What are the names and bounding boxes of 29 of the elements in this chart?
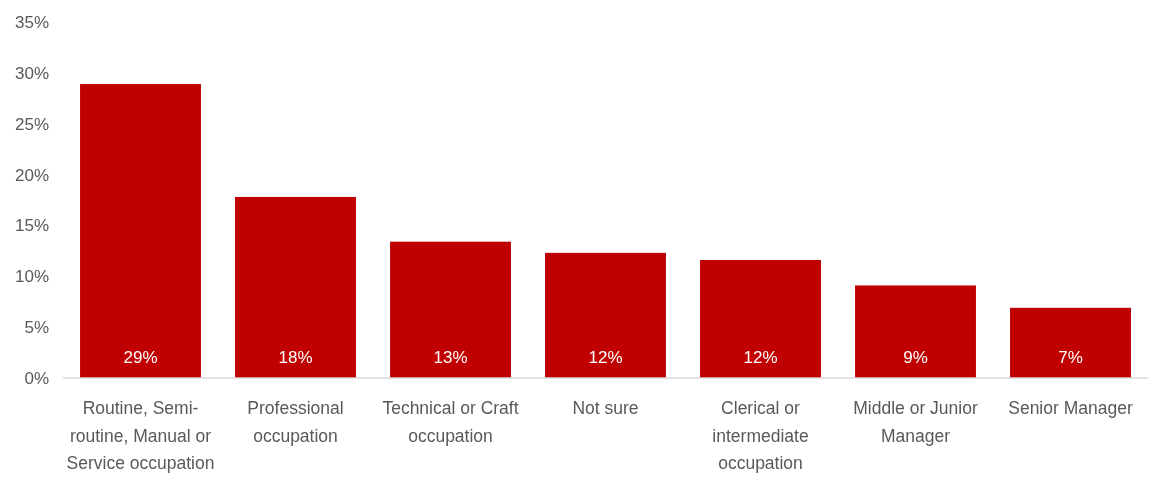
data-label: 7% (1058, 348, 1083, 367)
data-label: 9% (903, 348, 928, 367)
x-tick-label: Routine, Semi-routine, Manual or Service occupation (66, 398, 215, 473)
y-tick-label: 5% (24, 318, 49, 338)
y-tick-label: 15% (14, 216, 49, 236)
y-tick-label: 0% (24, 368, 49, 388)
data-label: 13% (433, 348, 468, 367)
bar (855, 285, 976, 378)
y-tick-label: 35% (14, 12, 49, 32)
x-tick-label: Middle or Junior Manager (853, 398, 978, 446)
bar (235, 196, 356, 378)
x-tick-label: Professional occupation (247, 398, 344, 446)
bar (700, 260, 821, 378)
data-label: 12% (588, 348, 623, 367)
bar (1010, 307, 1131, 378)
data-label: 18% (278, 348, 313, 367)
x-tick-label: Senior Manager (1008, 398, 1133, 418)
data-label: 12% (743, 348, 778, 367)
y-tick-label: 20% (14, 165, 49, 185)
x-tick-label: Not sure (572, 398, 639, 418)
bar (80, 84, 201, 378)
y-tick-label: 25% (14, 114, 49, 134)
bar (390, 241, 511, 378)
y-tick-label: 10% (14, 267, 49, 287)
data-label: 29% (123, 348, 158, 367)
x-tick-label: Clerical or intermediate occupation (712, 398, 809, 473)
y-tick-label: 30% (14, 63, 49, 83)
bar (545, 252, 666, 378)
x-tick-label: Technical or Craft occupation (382, 398, 519, 446)
